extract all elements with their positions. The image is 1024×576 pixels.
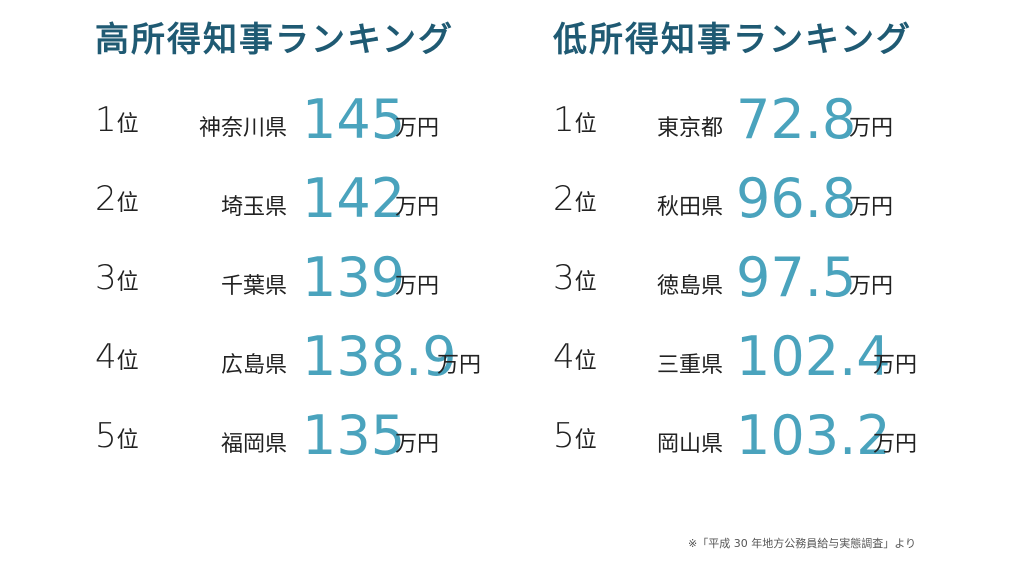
high-ranking-row-1: 1位 神奈川県 145 万円 [95, 88, 515, 152]
salary-unit: 万円 [395, 274, 440, 299]
low-income-ranking-title: 低所得知事ランキング [553, 20, 912, 60]
salary-value: 138.9 [302, 325, 457, 388]
rank-label: 4位 [553, 337, 597, 377]
rank-label: 4位 [95, 337, 139, 377]
low-ranking-row-1: 1位 東京都 72.8 万円 [553, 88, 973, 152]
salary-value: 72.8 [736, 88, 857, 151]
high-ranking-row-3: 3位 千葉県 139 万円 [95, 246, 515, 310]
salary-value: 102.4 [736, 325, 891, 388]
prefecture-name: 福岡県 [220, 432, 287, 457]
rank-label: 2位 [553, 179, 597, 219]
salary-value: 142 [302, 167, 406, 230]
prefecture-name: 三重県 [656, 353, 723, 378]
rank-label: 2位 [95, 179, 139, 219]
rank-label: 1位 [95, 100, 139, 140]
prefecture-name: 岡山県 [656, 432, 723, 457]
rank-label: 5位 [95, 416, 139, 456]
salary-unit: 万円 [849, 274, 894, 299]
prefecture-name: 千葉県 [220, 274, 287, 299]
rank-label: 5位 [553, 416, 597, 456]
salary-value: 139 [302, 246, 406, 309]
salary-unit: 万円 [395, 195, 440, 220]
salary-unit: 万円 [873, 432, 918, 457]
high-ranking-row-5: 5位 福岡県 135 万円 [95, 404, 515, 468]
salary-unit: 万円 [437, 353, 482, 378]
rank-label: 1位 [553, 100, 597, 140]
low-ranking-row-4: 4位 三重県 102.4 万円 [553, 325, 973, 389]
prefecture-name: 徳島県 [656, 274, 723, 299]
salary-value: 97.5 [736, 246, 857, 309]
low-ranking-row-3: 3位 徳島県 97.5 万円 [553, 246, 973, 310]
salary-value: 135 [302, 404, 406, 467]
salary-unit: 万円 [395, 432, 440, 457]
salary-unit: 万円 [395, 116, 440, 141]
prefecture-name: 秋田県 [656, 195, 723, 220]
salary-value: 96.8 [736, 167, 857, 230]
rank-label: 3位 [553, 258, 597, 298]
source-footnote: ※「平成 30 年地方公務員給与実態調査」より [688, 537, 916, 550]
salary-unit: 万円 [849, 116, 894, 141]
low-ranking-row-2: 2位 秋田県 96.8 万円 [553, 167, 973, 231]
salary-unit: 万円 [849, 195, 894, 220]
high-income-ranking-title: 高所得知事ランキング [95, 20, 454, 60]
rank-label: 3位 [95, 258, 139, 298]
salary-unit: 万円 [873, 353, 918, 378]
prefecture-name: 神奈川県 [198, 116, 287, 141]
low-ranking-row-5: 5位 岡山県 103.2 万円 [553, 404, 973, 468]
prefecture-name: 広島県 [220, 353, 287, 378]
high-ranking-row-2: 2位 埼玉県 142 万円 [95, 167, 515, 231]
high-ranking-row-4: 4位 広島県 138.9 万円 [95, 325, 515, 389]
salary-value: 145 [302, 88, 406, 151]
salary-value: 103.2 [736, 404, 891, 467]
prefecture-name: 東京都 [656, 116, 723, 141]
prefecture-name: 埼玉県 [220, 195, 287, 220]
